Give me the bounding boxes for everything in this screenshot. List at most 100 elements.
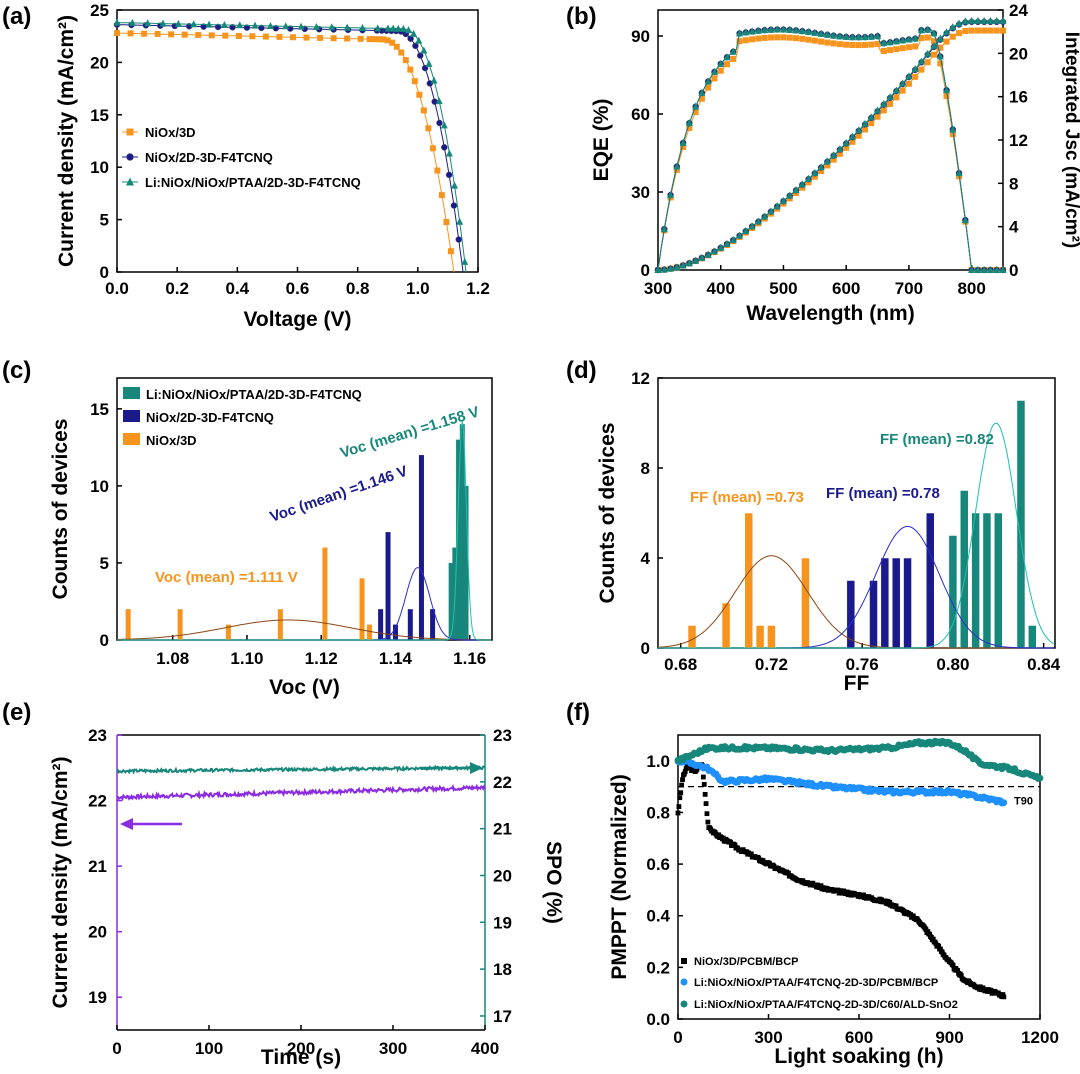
jv-marker-0 (303, 34, 310, 41)
jsc-marker-2 (899, 79, 907, 87)
eqe-marker-2 (999, 266, 1007, 273)
eqe-marker-0 (949, 131, 956, 138)
y2label-b: Integrated Jsc (mA/cm²) (1061, 32, 1080, 248)
jsc-marker-2 (698, 253, 706, 261)
jv-marker-1 (214, 23, 222, 31)
jv-marker-1 (445, 171, 453, 179)
jv-marker-2 (205, 20, 213, 28)
eqe-marker-2 (710, 67, 718, 75)
ylabel-a: Current density (mA/cm²) (55, 15, 78, 267)
axes-b (657, 9, 1004, 271)
bar-d-2 (994, 512, 1003, 649)
ytick-label-a: 5 (100, 211, 109, 230)
stab-marker-1 (1000, 799, 1008, 807)
ylabel-c: Counts of devices (49, 419, 72, 600)
ytick-label-b: 30 (631, 183, 650, 202)
jv-marker-1 (416, 52, 424, 59)
eqe-marker-0 (893, 46, 900, 53)
jsc-marker-2 (736, 231, 744, 239)
bar-c-1 (378, 609, 384, 640)
eqe-marker-0 (899, 45, 906, 52)
xtick-label-c: 1.08 (156, 649, 189, 668)
eqe-marker-0 (761, 34, 768, 41)
bar-c-1 (407, 609, 413, 640)
eqe-marker-2 (855, 33, 863, 41)
xtick-label-a: 0.4 (226, 279, 250, 298)
ytick-label-d: 4 (641, 549, 651, 568)
panel-label-c: (c) (2, 357, 31, 384)
jv-marker-0 (344, 35, 351, 42)
stab-marker-0 (786, 870, 791, 876)
eqe-marker-0 (698, 95, 705, 102)
fit-d-0 (657, 555, 1054, 649)
xlabel-b: Wavelength (nm) (746, 302, 914, 325)
xtick-label-b: 600 (832, 279, 860, 298)
bar-d-1 (869, 580, 878, 649)
jv-marker-0 (384, 37, 391, 44)
ytick-label-c: 10 (90, 477, 109, 496)
y2tick-label-b: 12 (1009, 131, 1028, 150)
bar-d-2 (1028, 625, 1037, 649)
jsc-marker-2 (692, 256, 700, 264)
jsc-marker-0 (937, 44, 944, 51)
jsc-marker-0 (924, 59, 931, 66)
eqe-marker-2 (993, 266, 1001, 273)
eqe-marker-0 (705, 84, 712, 91)
eqe-line-0 (657, 36, 1003, 271)
jv-marker-2 (297, 22, 305, 30)
y2tick-label-b: 8 (1009, 174, 1018, 193)
jsc-marker-0 (943, 38, 950, 45)
ytick-label-e: 20 (88, 923, 107, 942)
jsc-marker-2 (679, 261, 687, 269)
jsc-marker-2 (792, 185, 800, 193)
eqe-marker-2 (899, 36, 907, 44)
jv-line-2 (117, 22, 467, 273)
jsc-marker-0 (818, 168, 825, 175)
ytick-label-f: 0.6 (646, 855, 670, 874)
jsc-marker-0 (855, 132, 862, 139)
legend-marker-a (126, 128, 134, 136)
jv-marker-0 (181, 31, 188, 38)
eqe-marker-2 (805, 27, 813, 35)
stab-marker-0 (676, 804, 682, 810)
eqe-marker-2 (880, 39, 888, 47)
xlabel-e: Time (s) (261, 1046, 341, 1069)
eqe-marker-0 (862, 41, 868, 48)
xtick-label-f: 0 (673, 1028, 682, 1047)
jsc-marker-0 (874, 113, 881, 120)
ylabel-f: PMPPT (Normalized) (608, 774, 631, 979)
jv-marker-0 (262, 33, 269, 40)
ytick-label-f: 0.8 (646, 803, 670, 822)
xtick-label-e: 0 (112, 1039, 121, 1058)
jsc-marker-2 (874, 106, 882, 114)
eqe-marker-0 (918, 34, 925, 41)
legend-swatch-c (123, 387, 140, 399)
jsc-marker-2 (961, 17, 969, 25)
stab-marker-0 (950, 962, 956, 968)
xtick-label-a: 1.2 (466, 279, 490, 298)
eqe-marker-0 (887, 47, 894, 54)
eqe-marker-2 (861, 33, 869, 41)
jsc-marker-2 (949, 23, 957, 31)
eqe-marker-0 (755, 35, 762, 42)
eqe-marker-2 (792, 26, 800, 34)
jsc-marker-2 (980, 16, 988, 24)
eqe-marker-0 (692, 108, 699, 115)
jv-marker-2 (328, 23, 336, 31)
bar-d-0 (767, 625, 776, 649)
jv-marker-2 (113, 18, 121, 26)
jsc-marker-2 (742, 227, 750, 235)
stab-marker-0 (705, 819, 711, 825)
jv-marker-0 (393, 43, 400, 50)
stab-marker-0 (955, 968, 961, 973)
bar-c-0 (448, 562, 454, 640)
panel-label-f: (f) (566, 699, 590, 726)
jsc-marker-2 (986, 16, 994, 24)
eqe-marker-2 (949, 125, 957, 133)
jv-marker-2 (343, 23, 351, 31)
eqe-marker-2 (685, 119, 693, 127)
eqe-marker-2 (830, 31, 838, 39)
stab-marker-0 (694, 766, 700, 772)
jv-marker-2 (399, 24, 407, 32)
